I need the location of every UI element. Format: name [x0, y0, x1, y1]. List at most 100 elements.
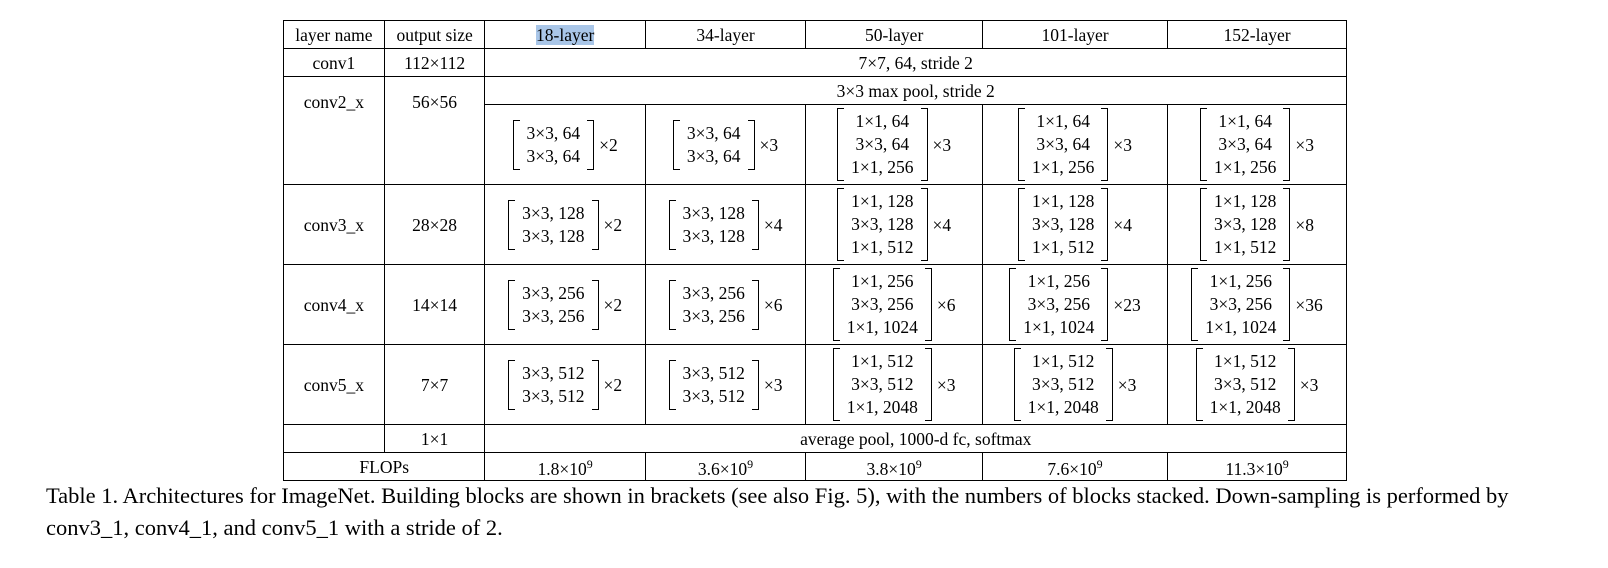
flops-34-cell: 3.6×109: [644, 452, 807, 481]
bracket: 1×1, 512 3×3, 512 1×1, 2048: [1195, 348, 1295, 421]
block-cell: 1×1, 512 3×3, 512 1×1, 2048 ×3: [805, 344, 984, 425]
block-line: 1×1, 256: [1209, 271, 1273, 291]
block-cell: 3×3, 128 3×3, 128 ×2: [484, 184, 646, 265]
conv2-name-cell: conv2_x: [283, 76, 385, 185]
building-block: 1×1, 256 3×3, 256 1×1, 1024 ×23: [1009, 268, 1141, 341]
bracket-content: 1×1, 128 3×3, 128 1×1, 512: [1200, 190, 1290, 259]
architecture-table: layer name output size 18-layer 34-layer…: [282, 20, 1347, 481]
block-line: 1×1, 256: [851, 271, 914, 291]
building-block: 1×1, 128 3×3, 128 1×1, 512 ×4: [1018, 188, 1132, 261]
left-bracket: [1009, 268, 1017, 341]
left-bracket: [832, 268, 840, 341]
bracket: 1×1, 256 3×3, 256 1×1, 1024: [1191, 268, 1291, 341]
building-block: 1×1, 128 3×3, 128 1×1, 512 ×4: [837, 188, 951, 261]
bracket: 3×3, 64 3×3, 64: [512, 119, 595, 170]
header-cell-34-layer: 34-layer: [644, 20, 807, 49]
block-line: 3×3, 512: [682, 385, 745, 406]
right-bracket: [1283, 268, 1291, 341]
left-bracket: [1018, 188, 1026, 261]
building-block: 3×3, 64 3×3, 64 ×3: [672, 119, 778, 170]
building-block: 1×1, 256 3×3, 256 1×1, 1024 ×6: [832, 268, 956, 341]
final-row: 1×1 average pool, 1000-d fc, softmax: [283, 424, 1347, 453]
flops-base: 3.6×10: [697, 458, 748, 479]
pool-row: conv2_x 56×56 3×3 max pool, stride 2: [283, 76, 1347, 185]
left-bracket: [508, 199, 516, 250]
stage-row: conv3_x 28×28 3×3, 128 3×3, 128 ×2 3×3, 128 3×…: [283, 184, 1347, 265]
block-multiplier: ×3: [1299, 374, 1319, 395]
final-name-cell: [283, 424, 385, 453]
left-bracket: [837, 188, 845, 261]
block-line: 3×3, 64: [686, 145, 741, 166]
block-line: 1×1, 128: [851, 191, 914, 211]
stage-name-cell: conv4_x: [283, 264, 385, 345]
block-line: 1×1, 64: [1218, 111, 1273, 131]
building-block: 1×1, 64 3×3, 64 1×1, 256 ×3: [837, 108, 951, 181]
bracket: 1×1, 512 3×3, 512 1×1, 2048: [1013, 348, 1113, 421]
block-line: 3×3, 256: [682, 305, 745, 326]
flops-row: FLOPs 1.8×109 3.6×109 3.8×109 7.6×109 11…: [282, 452, 1347, 481]
block-multiplier: ×3: [936, 374, 956, 395]
table-caption: Table 1. Architectures for ImageNet. Bui…: [46, 483, 1509, 540]
bracket: 3×3, 128 3×3, 128: [668, 199, 759, 250]
bracket: 3×3, 512 3×3, 512: [508, 359, 599, 410]
block-cell: 3×3, 64 3×3, 64 ×3: [644, 104, 807, 185]
block-cell: 1×1, 256 3×3, 256 1×1, 1024 ×23: [982, 264, 1169, 345]
bracket: 1×1, 64 3×3, 64 1×1, 256: [1200, 108, 1291, 181]
block-line: 3×3, 512: [1032, 374, 1095, 394]
bracket: 1×1, 128 3×3, 128 1×1, 512: [1018, 188, 1109, 261]
block-line: 3×3, 512: [522, 385, 585, 406]
building-block: 3×3, 128 3×3, 128 ×4: [668, 199, 783, 250]
block-line: 3×3, 512: [1214, 374, 1277, 394]
right-bracket: [920, 108, 928, 181]
header-cell-152-layer: 152-layer: [1167, 20, 1347, 49]
block-line: 1×1, 256: [851, 157, 914, 177]
block-multiplier: ×36: [1295, 294, 1323, 315]
block-cell: 3×3, 512 3×3, 512 ×3: [644, 344, 807, 425]
building-block: 1×1, 512 3×3, 512 1×1, 2048 ×3: [1195, 348, 1319, 421]
block-line: 1×1, 512: [1214, 351, 1277, 371]
block-line: 1×1, 128: [1032, 191, 1095, 211]
right-bracket: [591, 279, 599, 330]
building-block: 3×3, 128 3×3, 128 ×2: [508, 199, 622, 250]
block-multiplier: ×3: [1295, 134, 1315, 155]
block-line: 1×1, 512: [1032, 351, 1095, 371]
block-line: 3×3, 512: [522, 362, 585, 383]
stage-row: 3×3, 64 3×3, 64 ×2 3×3, 64 3×3, 64 ×3 1×1, 64 3…: [284, 104, 1347, 185]
stage-row: conv4_x 14×14 3×3, 256 3×3, 256 ×2 3×3, 256 3×…: [283, 264, 1347, 345]
left-bracket: [1018, 108, 1026, 181]
block-line: 1×1, 256: [1027, 271, 1091, 291]
stage-size-cell: 7×7: [383, 344, 486, 425]
bracket-content: 3×3, 512 3×3, 512: [508, 362, 598, 408]
block-line: 3×3, 256: [1027, 294, 1091, 314]
flops-exp: 9: [747, 457, 754, 472]
bracket-content: 1×1, 512 3×3, 512 1×1, 2048: [1196, 350, 1295, 419]
header-row: layer name output size 18-layer 34-layer…: [283, 20, 1347, 49]
conv1-spec-cell: 7×7, 64, stride 2: [484, 48, 1347, 77]
block-line: 3×3, 128: [522, 202, 585, 223]
bracket-content: 1×1, 256 3×3, 256 1×1, 1024: [1009, 270, 1108, 339]
left-bracket: [512, 119, 520, 170]
left-bracket: [668, 279, 676, 330]
bracket-content: 3×3, 128 3×3, 128: [669, 202, 759, 248]
right-bracket: [924, 268, 932, 341]
left-bracket: [668, 199, 676, 250]
building-block: 1×1, 64 3×3, 64 1×1, 256 ×3: [1200, 108, 1314, 181]
conv2-size-cell: 56×56: [383, 76, 486, 185]
header-cell-18-layer[interactable]: 18-layer: [484, 20, 646, 49]
flops-base: 7.6×10: [1047, 458, 1097, 479]
bracket: 1×1, 128 3×3, 128 1×1, 512: [1200, 188, 1291, 261]
block-multiplier: ×4: [932, 214, 952, 235]
block-line: 3×3, 256: [522, 282, 585, 303]
left-bracket: [1013, 348, 1021, 421]
conv1-row: conv1 112×112 7×7, 64, stride 2: [283, 48, 1347, 77]
right-bracket: [1101, 188, 1109, 261]
block-cell: 1×1, 512 3×3, 512 1×1, 2048 ×3: [982, 344, 1169, 425]
left-bracket: [672, 119, 680, 170]
block-line: 1×1, 512: [1032, 237, 1095, 257]
selected-text-highlight[interactable]: 18-layer: [536, 24, 595, 45]
block-line: 3×3, 64: [526, 122, 581, 143]
final-spec-cell: average pool, 1000-d fc, softmax: [484, 424, 1347, 453]
flops-exp: 9: [586, 457, 593, 472]
block-line: 1×1, 1024: [1205, 317, 1277, 337]
building-block: 3×3, 256 3×3, 256 ×6: [668, 279, 783, 330]
